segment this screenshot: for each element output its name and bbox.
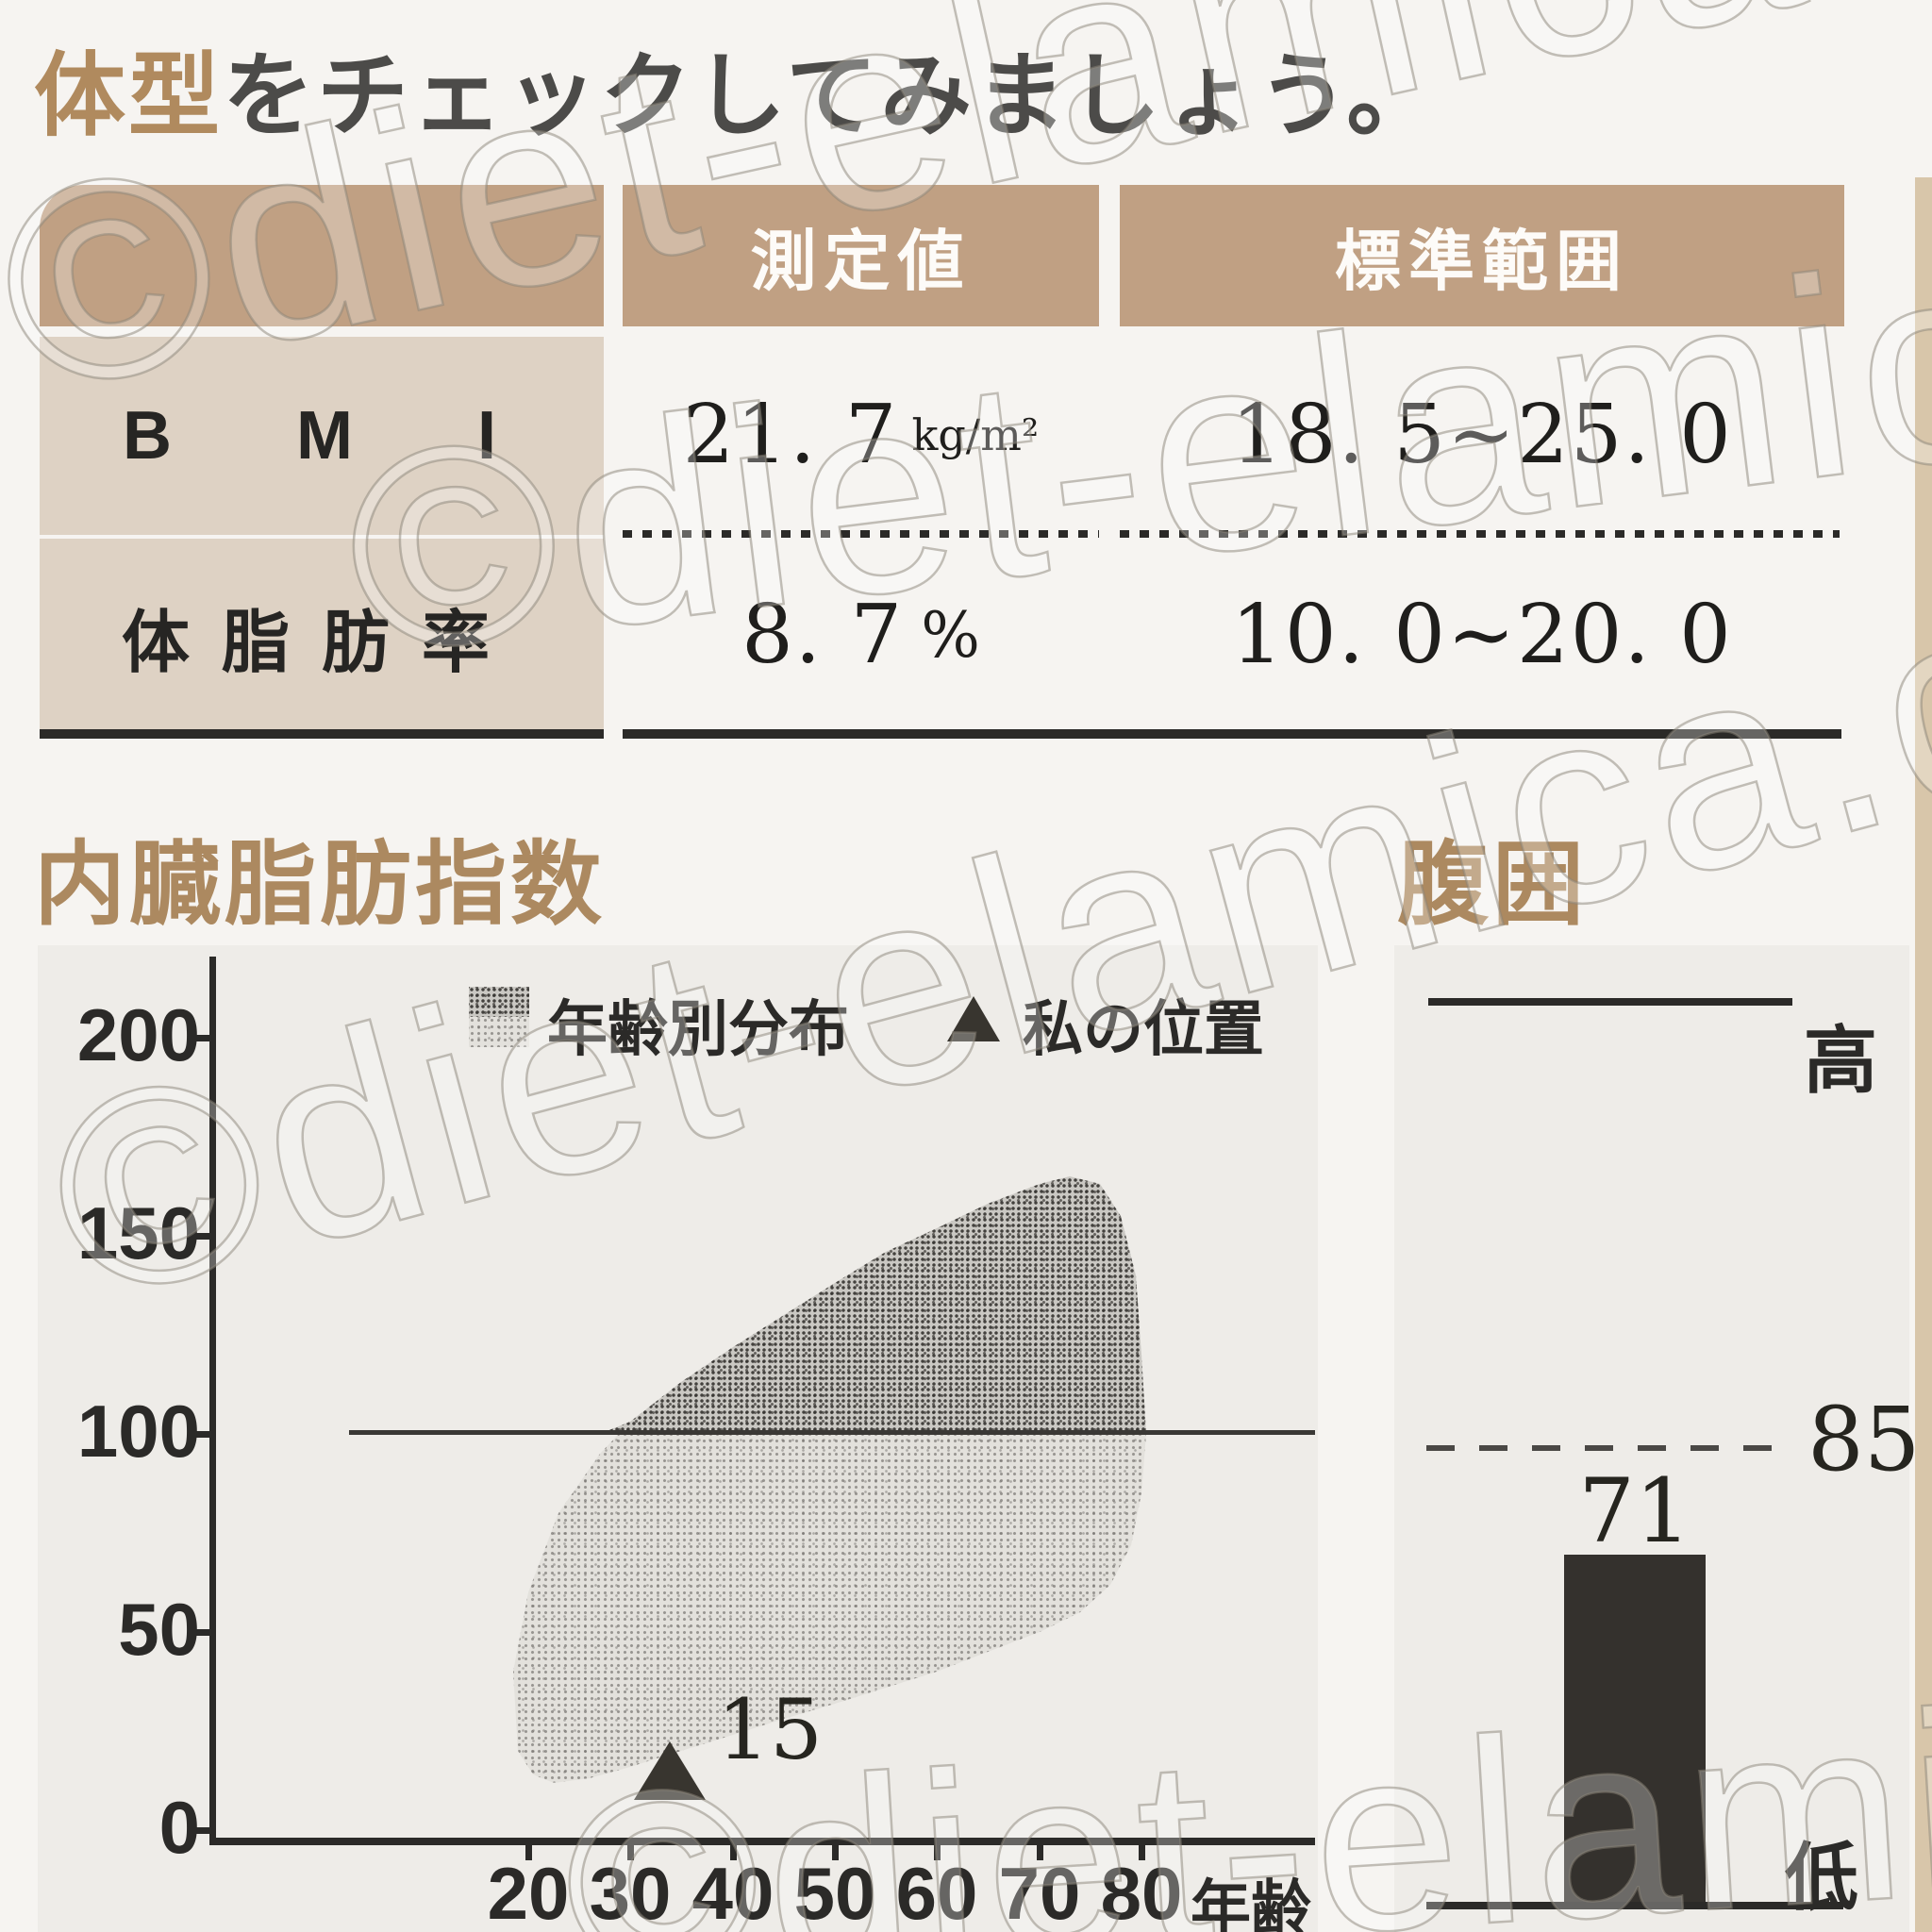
y-axis-line: [209, 957, 216, 1844]
y-tick-label: 50: [118, 1588, 200, 1671]
bodyfat-range-text: 10. 0~20. 0: [1231, 588, 1733, 682]
stipple-light-sample: [469, 1017, 529, 1047]
x-tick-mark: [525, 1840, 532, 1860]
waist-baseline: [1426, 1902, 1843, 1909]
bodyfat-unit: %: [921, 598, 980, 672]
legend-distribution-swatch-icon: [469, 987, 529, 1047]
waist-high-label: 高: [1804, 1019, 1878, 1102]
bmi-value: 21. 7: [682, 388, 899, 482]
bodyfat-measured-cell: 8. 7 %: [623, 539, 1099, 731]
legend-triangle-icon: [947, 996, 1000, 1041]
x-tick-label: 30: [589, 1852, 672, 1932]
row-label-bmi: B M I: [40, 337, 604, 535]
legend-position-label: 私の位置: [1023, 995, 1264, 1063]
y-tick-mark: [189, 1233, 213, 1240]
y-tick-mark: [189, 1629, 213, 1636]
x-tick-mark: [934, 1840, 941, 1860]
legend-distribution-label: 年齢別分布: [547, 995, 849, 1063]
column-header-measured: 測定値: [623, 185, 1099, 326]
waist-bar-value: 71: [1578, 1460, 1691, 1563]
my-position-triangle-icon: [634, 1741, 706, 1800]
waist-low-label: 低: [1785, 1836, 1859, 1919]
bmi-range-text: 18. 5~25. 0: [1231, 388, 1733, 482]
page-title: 体型をチェックしてみましょう。: [34, 21, 1441, 154]
title-highlight: 体型: [34, 44, 223, 147]
table-bottom-border: [623, 729, 1841, 739]
x-tick-label: 70: [998, 1852, 1081, 1932]
x-tick-mark: [1037, 1840, 1043, 1860]
waist-heading: 腹囲: [1397, 833, 1588, 936]
bmi-measured-cell: 21. 7 kg/m²: [623, 337, 1099, 533]
stipple-dark-sample: [469, 987, 529, 1017]
bmi-unit: kg/m²: [911, 409, 1040, 460]
row-label-bodyfat: 体脂肪率: [40, 539, 604, 733]
waist-high-line: [1428, 998, 1792, 1006]
x-tick-label: 50: [793, 1852, 876, 1932]
y-tick-label: 200: [76, 993, 200, 1076]
y-tick-label: 150: [76, 1191, 200, 1274]
x-tick-label: 80: [1100, 1852, 1183, 1932]
row-separator: [1120, 530, 1840, 538]
bmi-standard-range: 18. 5~25. 0: [1120, 337, 1844, 533]
reference-line-100: [349, 1430, 1315, 1435]
x-tick-mark: [627, 1840, 634, 1860]
y-tick-mark: [189, 1827, 213, 1834]
x-axis-line: [209, 1838, 1315, 1845]
row-separator: [623, 530, 1099, 538]
waist-threshold-label: 85: [1807, 1389, 1921, 1491]
column-header-standard: 標準範囲: [1120, 185, 1844, 326]
waist-threshold-line: [1426, 1445, 1794, 1451]
x-axis-label: 年齢: [1191, 1874, 1311, 1932]
title-rest: をチェックしてみましょう。: [223, 44, 1441, 147]
bodyfat-value: 8. 7: [741, 588, 905, 682]
x-tick-label: 60: [895, 1852, 978, 1932]
x-tick-mark: [730, 1840, 737, 1860]
bodyfat-standard-range: 10. 0~20. 0: [1120, 539, 1844, 731]
y-tick-label: 100: [76, 1390, 200, 1473]
waist-bar: [1564, 1555, 1706, 1906]
x-tick-label: 20: [487, 1852, 570, 1932]
x-tick-label: 40: [691, 1852, 774, 1932]
my-position-value: 15: [717, 1681, 823, 1778]
scan-page-edge: [1915, 177, 1932, 1932]
y-tick-label: 0: [158, 1786, 200, 1869]
y-tick-mark: [189, 1431, 213, 1438]
x-tick-mark: [1139, 1840, 1145, 1860]
table-corner-cell: [40, 185, 604, 326]
y-tick-mark: [189, 1035, 213, 1041]
x-tick-mark: [832, 1840, 839, 1860]
table-bottom-border: [40, 729, 604, 739]
visceral-fat-heading: 内臓脂肪指数: [34, 833, 606, 936]
